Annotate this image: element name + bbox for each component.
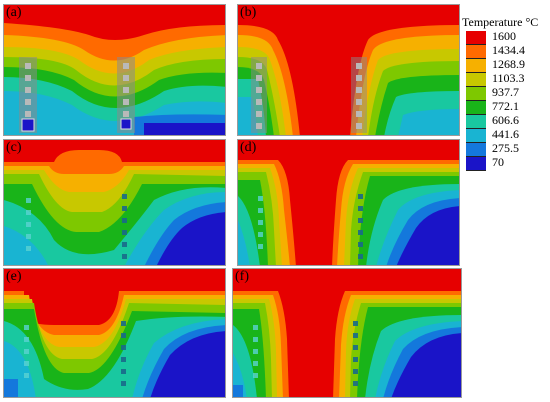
legend-swatch (466, 87, 486, 101)
legend-labels: 1600 1434.4 1268.9 1103.3 937.7 772.1 606.6 441… (492, 29, 525, 169)
legend-value: 606.6 (492, 113, 519, 127)
legend-swatch (466, 45, 486, 59)
legend-value: 772.1 (492, 99, 519, 113)
panel-e: (e) (3, 268, 226, 398)
panel-f: (f) (232, 268, 462, 398)
legend-value: 937.7 (492, 85, 519, 99)
legend-value: 275.5 (492, 141, 519, 155)
legend-swatch (466, 157, 486, 171)
panel-d: (d) (237, 139, 460, 266)
legend-swatch (466, 31, 486, 45)
legend-value: 1103.3 (492, 71, 525, 85)
legend-swatch (466, 129, 486, 143)
panel-label: (a) (6, 5, 22, 20)
legend-color-bar (466, 31, 486, 171)
legend-swatch (466, 101, 486, 115)
temperature-legend: Temperature °C 1600 1434.4 1268.9 1103.3 937… (462, 15, 548, 175)
panel-label: (b) (240, 5, 257, 20)
panel-b: (b) (237, 4, 460, 136)
legend-swatch (466, 73, 486, 87)
panel-label: (d) (240, 140, 257, 155)
legend-title: Temperature °C (462, 15, 539, 29)
legend-value: 70 (492, 155, 504, 169)
legend-swatch (466, 59, 486, 73)
legend-value: 1600 (492, 29, 516, 43)
panel-c: (c) (3, 139, 226, 266)
legend-value: 441.6 (492, 127, 519, 141)
panel-label: (f) (235, 269, 249, 284)
legend-swatch (466, 115, 486, 129)
legend-value: 1434.4 (492, 43, 525, 57)
legend-swatch (466, 143, 486, 157)
panel-label: (e) (6, 269, 22, 284)
panel-a: (a) (3, 4, 226, 136)
panel-label: (c) (6, 140, 22, 155)
legend-value: 1268.9 (492, 57, 525, 71)
